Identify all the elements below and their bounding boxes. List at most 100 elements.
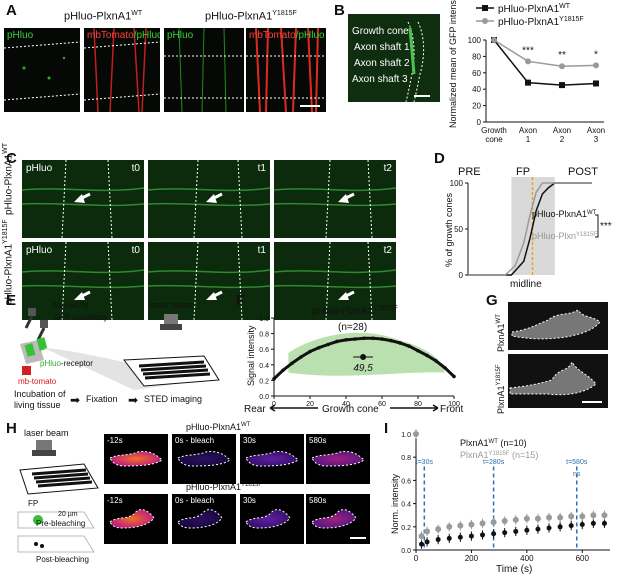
time-label: 30s: [243, 436, 256, 445]
data-point: [272, 377, 276, 381]
data-point: [601, 512, 608, 519]
data-point: [557, 524, 563, 530]
data-point: [523, 515, 530, 522]
x-tick-label: cone: [485, 135, 503, 144]
data-point: [546, 514, 553, 521]
panel-b-label-s1: Axon shaft 1: [354, 42, 410, 53]
x-tick-label: 200: [465, 554, 479, 563]
data-point: [525, 58, 531, 65]
data-point: [524, 527, 530, 533]
y-tick-label: 0.8: [401, 455, 411, 462]
y-tick-label: 0.8: [259, 332, 269, 339]
data-point: [326, 342, 330, 347]
sig-label: *: [594, 49, 598, 60]
panel-e-step1a: Incubation of: [14, 389, 66, 399]
y-tick-label: 0.2: [401, 525, 411, 532]
series-line: [468, 182, 592, 276]
x-tick-label: 400: [520, 554, 534, 563]
panel-g-letter: G: [486, 292, 498, 309]
data-point: [353, 337, 357, 341]
data-point: [389, 338, 393, 343]
sig-label: **: [558, 50, 566, 61]
panel-a-label-merge-mut: mbTomato/pHluo: [249, 30, 325, 41]
panel-h-frame: 30s: [240, 434, 304, 484]
legend-wt-text: pHluo-PlxnA1WT: [498, 3, 571, 15]
x-tick-label: 0: [272, 401, 276, 408]
panel-g-row-mut: PlxnA1Y1815F: [496, 364, 506, 414]
data-point: [601, 520, 607, 526]
time-label: t1: [257, 163, 266, 174]
panel-g-row-wt: PlxnA1WT: [496, 314, 506, 352]
data-point: [468, 521, 475, 528]
data-point: [335, 339, 339, 344]
data-point: [491, 37, 497, 43]
panel-c-frame: t2: [274, 242, 396, 320]
data-point: [317, 345, 321, 350]
panel-d-sig: ***: [600, 221, 612, 232]
panel-i-chart: 0.0 0.2 0.4 0.6 0.8 1.0 0 200 400 600 t=30s t=280s t…: [390, 429, 610, 575]
label-pre: Pre-bleaching: [36, 519, 85, 528]
panel-i-ylabel: Norm. intensity: [390, 473, 400, 534]
panel-a-label-merge-wt: mbTomato/pHluo: [87, 30, 160, 41]
panel-d-legend-mut: pHluo-PlxnY1815F: [532, 231, 597, 241]
arrow-icon: ➡: [70, 393, 81, 407]
data-point: [308, 349, 312, 354]
panel-a-label-phluo-wt: pHluo: [7, 30, 34, 41]
time-label: 0s - bleach: [175, 436, 215, 445]
data-point: [344, 338, 348, 342]
panel-d-chart: PRE FP POST 0 50 100 % of growth cones mid…: [444, 166, 612, 290]
data-point: [501, 518, 508, 524]
antibody-icon: [24, 308, 48, 341]
panel-d-ylabel: % of growth cones: [444, 192, 454, 267]
data-point: [443, 366, 447, 370]
panel-d-xlabel: midline: [510, 279, 542, 290]
data-point: [491, 531, 497, 537]
label-laser-h: laser beam: [24, 428, 69, 438]
legend-mut-text: pHluo-PlxnA1Y1815F: [498, 16, 584, 28]
panel-a-image-mut-merge: mbTomato/pHluo: [246, 28, 326, 112]
panel-d-legend-wt: pHluo-PlxnA1WT: [532, 209, 597, 219]
channel-label: pHluo: [26, 163, 53, 174]
panel-f-chart: pHluo-PlxnA1Y1815F (n=28) 0.0 0.2 0.4 0.6 0.…: [244, 305, 464, 415]
panel-a-label-phluo-mut: pHluo: [167, 30, 194, 41]
panel-i-xlabel: Time (s): [496, 564, 532, 575]
data-point: [593, 80, 599, 87]
data-point: [416, 348, 420, 353]
data-point: [380, 337, 384, 341]
data-point: [419, 541, 425, 547]
data-point: [502, 530, 508, 536]
x-tick-label: 20: [306, 401, 314, 408]
y-tick-label: 50: [454, 225, 463, 234]
x-tick-label: 60: [378, 401, 386, 408]
time-label: 30s: [243, 496, 256, 505]
label-tomato: mb-tomato: [18, 377, 57, 386]
panel-f-front: Front: [440, 404, 464, 415]
data-point: [457, 534, 463, 540]
data-point: [446, 523, 453, 530]
data-point: [480, 532, 486, 538]
series-line: [493, 39, 597, 86]
x-tick-label: Axon: [553, 126, 571, 135]
panel-h-frame: -12s: [104, 494, 168, 544]
x-tick-label: 600: [576, 554, 590, 563]
panel-f-ylabel: Signal intensity: [246, 325, 256, 386]
panel-f-xlabel: Growth cone: [322, 404, 379, 415]
panel-a-image-wt-merge: mbTomato/pHluo: [84, 28, 160, 112]
panel-h-letter: H: [6, 420, 17, 437]
time-label: -12s: [107, 496, 123, 505]
x-tick-label: 0: [414, 554, 419, 563]
y-tick-label: 0.4: [259, 363, 269, 370]
y-tick-label: 0: [477, 118, 482, 127]
panel-h-title-wt: pHluo-PlxnA1WT: [186, 422, 251, 432]
panel-h-frame: 0s - bleach: [172, 494, 236, 544]
y-tick-label: 20: [472, 102, 481, 111]
panel-b-label-s2: Axon shaft 2: [354, 58, 410, 69]
y-tick-label: 1.0: [259, 316, 269, 323]
time-marker-label: t=30s: [416, 459, 434, 466]
panel-f-letter: F: [236, 292, 246, 309]
sig-label: ***: [522, 45, 534, 56]
panel-e-step1b: living tissue: [14, 400, 61, 410]
y-tick-label: 100: [450, 179, 464, 188]
panel-c-frame: t1: [148, 160, 270, 238]
data-point: [413, 431, 419, 437]
